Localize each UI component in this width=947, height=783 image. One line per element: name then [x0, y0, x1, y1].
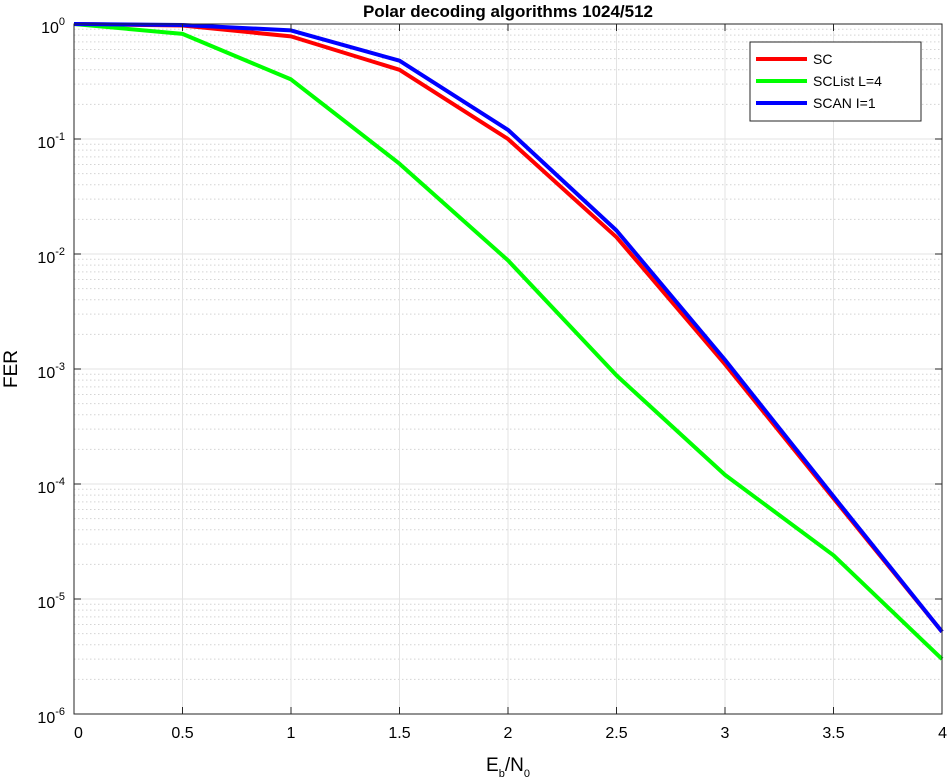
x-tick-label: 2.5: [605, 725, 627, 742]
y-axis-label: FER: [1, 350, 22, 388]
x-tick-label: 1.5: [388, 725, 410, 742]
x-tick-label: 2: [504, 725, 513, 742]
y-tick-label: 10-4: [37, 476, 65, 497]
x-ticks: 0 0.5 1 1.5 2 2.5 3 3.5 4: [73, 24, 947, 742]
x-axis-label: Eb/N0: [486, 755, 530, 778]
x-tick-label: 0.5: [171, 725, 193, 742]
legend-label-1: SCList L=4: [813, 73, 882, 89]
legend-label-2: SCAN I=1: [813, 95, 876, 111]
chart-title: Polar decoding algorithms 1024/512: [363, 2, 653, 21]
x-tick-label: 4: [938, 725, 947, 742]
y-tick-label: 10-3: [37, 361, 65, 382]
x-axis-label-slash: /N: [505, 755, 524, 776]
legend-label-0: SC: [813, 51, 832, 67]
y-tick-label: 10-2: [37, 246, 65, 267]
y-tick-label: 10-6: [37, 706, 65, 727]
legend-items: SC SCList L=4 SCAN I=1: [756, 51, 882, 111]
x-axis-label-sub1: b: [499, 768, 505, 778]
y-tick-label: 100: [41, 16, 65, 37]
series-line-2: [73, 22, 944, 633]
y-tick-label: 10-1: [37, 131, 65, 152]
x-tick-label: 1: [287, 725, 296, 742]
y-ticks: 100 10-1 10-2 10-3 10-4 10-5 10-6: [37, 16, 942, 727]
y-tick-label: 10-5: [37, 591, 65, 612]
series-line-1: [73, 22, 944, 661]
x-tick-label: 0: [74, 725, 83, 742]
x-axis-label-base: E: [486, 755, 499, 776]
x-tick-label: 3.5: [822, 725, 844, 742]
x-axis-label-sub2: 0: [524, 768, 530, 778]
series-lines: [73, 22, 944, 661]
legend[interactable]: SC SCList L=4 SCAN I=1: [749, 41, 922, 122]
x-tick-label: 3: [721, 725, 730, 742]
